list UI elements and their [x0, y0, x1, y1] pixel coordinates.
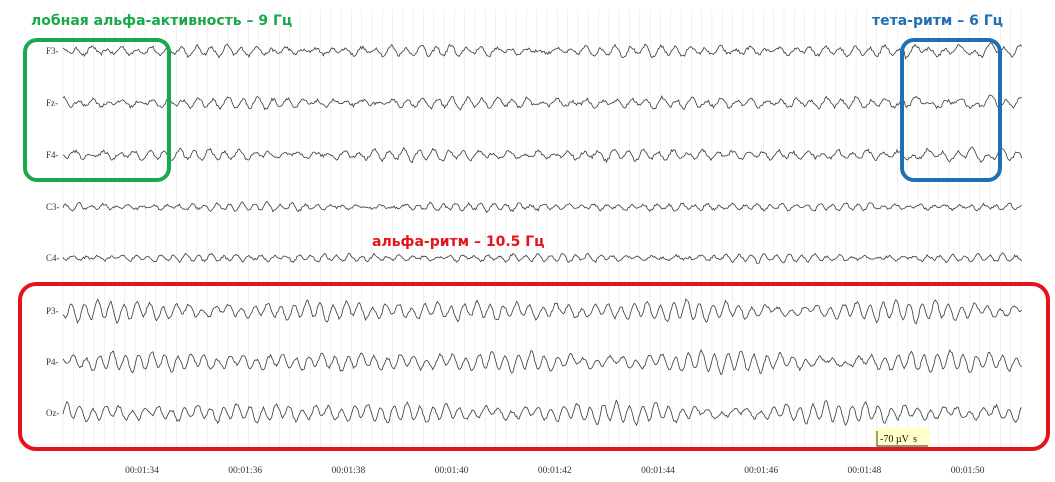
time-label: 00:01:50: [951, 466, 985, 476]
time-axis: 00:01:34 00:01:36 00:01:38 00:01:40 00:01:42…: [125, 466, 985, 476]
trace-c3: [62, 200, 1022, 214]
channel-label-c4: C4-: [46, 253, 60, 263]
trace-p4: [62, 348, 1023, 375]
trace-fz: [62, 94, 1022, 111]
theta-annotation: тета-ритм – 6 Гц: [872, 13, 1003, 29]
time-label: 00:01:38: [332, 466, 366, 476]
time-label: 00:01:48: [848, 466, 882, 476]
alpha-annotation: альфа-ритм – 10.5 Гц: [372, 234, 545, 250]
time-label: 00:01:36: [228, 466, 262, 476]
trace-oz: [62, 399, 1022, 427]
time-label: 00:01:34: [125, 466, 159, 476]
svg-text:-70 µV s: -70 µV s: [880, 434, 917, 445]
time-label: 00:01:46: [744, 466, 778, 476]
time-grid: [62, 10, 1022, 452]
channel-label-p4: P4-: [46, 357, 59, 367]
frontal-alpha-box: [23, 38, 171, 182]
time-label: 00:01:40: [435, 466, 469, 476]
channel-label-f4: F4-: [46, 150, 59, 160]
channel-label-fz: Fz-: [46, 98, 58, 108]
channel-label-c3: C3-: [46, 202, 60, 212]
channel-labels: F3- Fz- F4- C3- C4- P3- P4- Oz-: [46, 46, 60, 418]
channel-label-f3: F3-: [46, 46, 59, 56]
scale-amplitude: -70 µV: [880, 434, 910, 445]
eeg-traces: [62, 42, 1023, 427]
trace-p3: [62, 298, 1023, 325]
trace-f3: [62, 42, 1023, 60]
scale-time: s: [913, 434, 917, 445]
time-label: 00:01:44: [641, 466, 675, 476]
channel-label-p3: P3-: [46, 306, 59, 316]
trace-c4: [62, 252, 1023, 264]
theta-box: [900, 38, 1002, 182]
alpha-box: [18, 282, 1050, 451]
channel-label-oz: Oz-: [46, 408, 60, 418]
trace-f4: [62, 146, 1023, 164]
time-label: 00:01:42: [538, 466, 572, 476]
frontal-alpha-annotation: лобная альфа-активность – 9 Гц: [31, 13, 292, 29]
scale-marker: -70 µV s: [874, 428, 930, 447]
